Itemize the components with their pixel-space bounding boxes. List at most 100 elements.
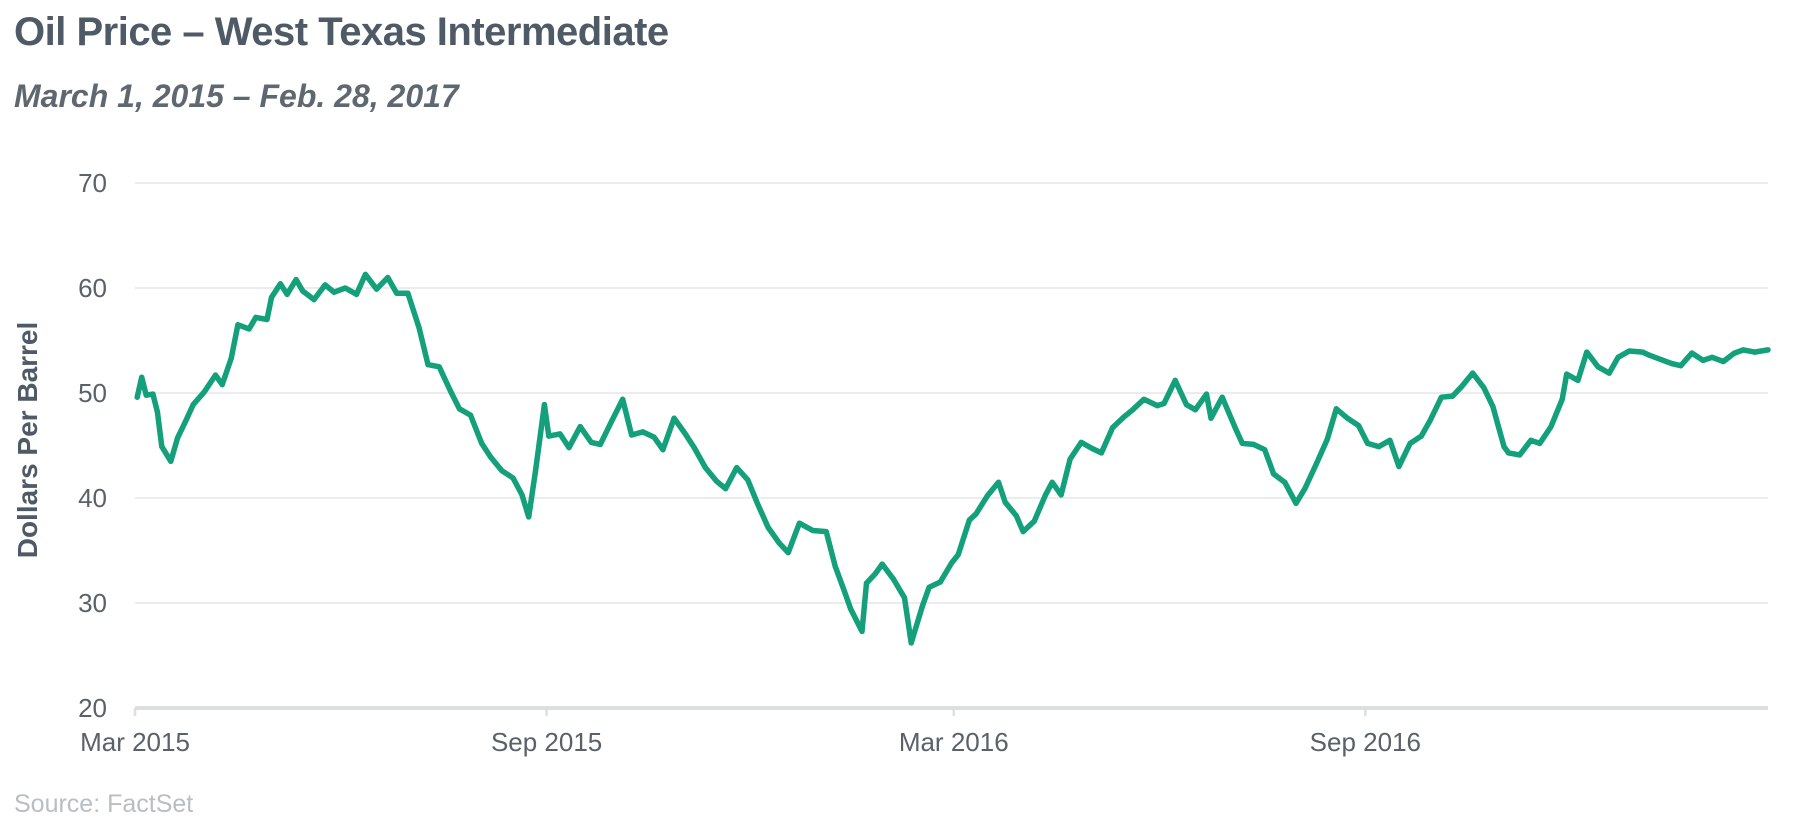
data-point — [1302, 486, 1308, 492]
data-point — [331, 289, 337, 295]
data-point — [1700, 357, 1706, 363]
data-point — [1490, 404, 1496, 410]
x-tick-labels: Mar 2015 Sep 2015 Mar 2016 Sep 2016 — [80, 727, 1421, 757]
data-point — [264, 316, 270, 323]
data-point — [937, 579, 943, 585]
data-point — [863, 580, 870, 586]
data-point — [1678, 363, 1684, 369]
data-point — [1626, 348, 1632, 354]
data-point — [810, 527, 816, 534]
data-point — [541, 402, 548, 408]
data-point — [848, 606, 854, 612]
data-point — [201, 389, 207, 395]
data-point — [1271, 471, 1277, 477]
data-point — [293, 277, 299, 283]
data-point — [479, 440, 485, 446]
data-point — [311, 297, 317, 303]
data-point — [1752, 349, 1758, 355]
data-point — [1740, 347, 1746, 353]
data-point — [1396, 463, 1402, 470]
data-point — [1219, 394, 1225, 400]
data-point — [362, 271, 368, 277]
data-point — [159, 444, 165, 450]
data-point — [1376, 444, 1382, 450]
data-point — [510, 475, 516, 481]
data-point — [608, 418, 615, 424]
data-point — [1049, 479, 1055, 485]
data-point — [577, 424, 583, 430]
data-point — [691, 445, 697, 451]
data-point — [1154, 403, 1160, 409]
data-point — [212, 372, 219, 378]
data-point — [1658, 356, 1664, 362]
data-point — [447, 388, 453, 394]
data-point — [1121, 414, 1127, 420]
data-point — [1042, 492, 1049, 498]
y-tick-label: 20 — [78, 693, 107, 723]
data-point — [745, 477, 751, 483]
data-point — [919, 603, 926, 609]
data-point — [1450, 393, 1456, 399]
series-line — [134, 271, 1771, 646]
y-tick-labels: 20 30 40 50 60 70 — [78, 168, 107, 723]
data-point — [1709, 354, 1715, 360]
data-point — [1002, 499, 1008, 505]
data-point — [682, 431, 688, 437]
data-point — [1031, 518, 1037, 524]
data-point — [1183, 402, 1189, 408]
data-point — [702, 465, 709, 471]
data-point — [1020, 529, 1026, 535]
data-point — [651, 434, 657, 440]
x-tick-label: Sep 2015 — [491, 727, 602, 757]
data-point — [1458, 384, 1465, 390]
data-point — [284, 291, 290, 297]
data-point — [219, 382, 225, 388]
data-point — [1262, 447, 1268, 453]
data-point — [723, 486, 729, 492]
data-point — [557, 431, 563, 437]
data-point — [1293, 500, 1299, 506]
data-point — [405, 290, 411, 296]
data-point — [385, 274, 391, 281]
data-point — [1239, 440, 1245, 446]
data-point — [467, 412, 474, 418]
chart-subtitle: March 1, 2015 – Feb. 28, 2017 — [14, 78, 459, 114]
data-point — [872, 571, 879, 577]
data-point — [277, 281, 283, 287]
data-point — [1365, 440, 1371, 446]
data-point — [1356, 423, 1362, 429]
y-tick-label: 50 — [78, 378, 107, 408]
x-tick-label: Mar 2016 — [899, 727, 1009, 757]
data-point — [1333, 406, 1339, 412]
data-point — [890, 576, 896, 582]
data-point — [1387, 437, 1393, 443]
data-point — [995, 479, 1002, 485]
data-point — [859, 628, 865, 635]
data-point — [456, 406, 462, 412]
grid-lines — [135, 182, 1768, 604]
y-tick-label: 40 — [78, 483, 107, 513]
data-point — [1646, 352, 1652, 358]
data-point — [785, 550, 791, 556]
data-point — [1615, 354, 1621, 360]
x-axis — [133, 706, 1768, 716]
data-point — [1481, 385, 1487, 391]
data-point — [268, 294, 275, 300]
data-point — [1720, 358, 1726, 365]
data-point — [300, 288, 306, 294]
data-point — [1078, 439, 1084, 445]
data-point — [342, 285, 348, 291]
data-point — [322, 282, 328, 288]
data-point — [1250, 441, 1257, 447]
data-point — [1192, 407, 1198, 413]
data-point — [1110, 425, 1116, 431]
data-point — [499, 468, 505, 474]
data-point — [1595, 364, 1601, 370]
data-point — [425, 362, 431, 368]
data-point — [879, 561, 885, 567]
data-point — [1161, 400, 1167, 407]
data-point — [1669, 361, 1675, 367]
x-tick-label: Mar 2015 — [80, 727, 190, 757]
y-tick-label: 70 — [78, 168, 107, 198]
